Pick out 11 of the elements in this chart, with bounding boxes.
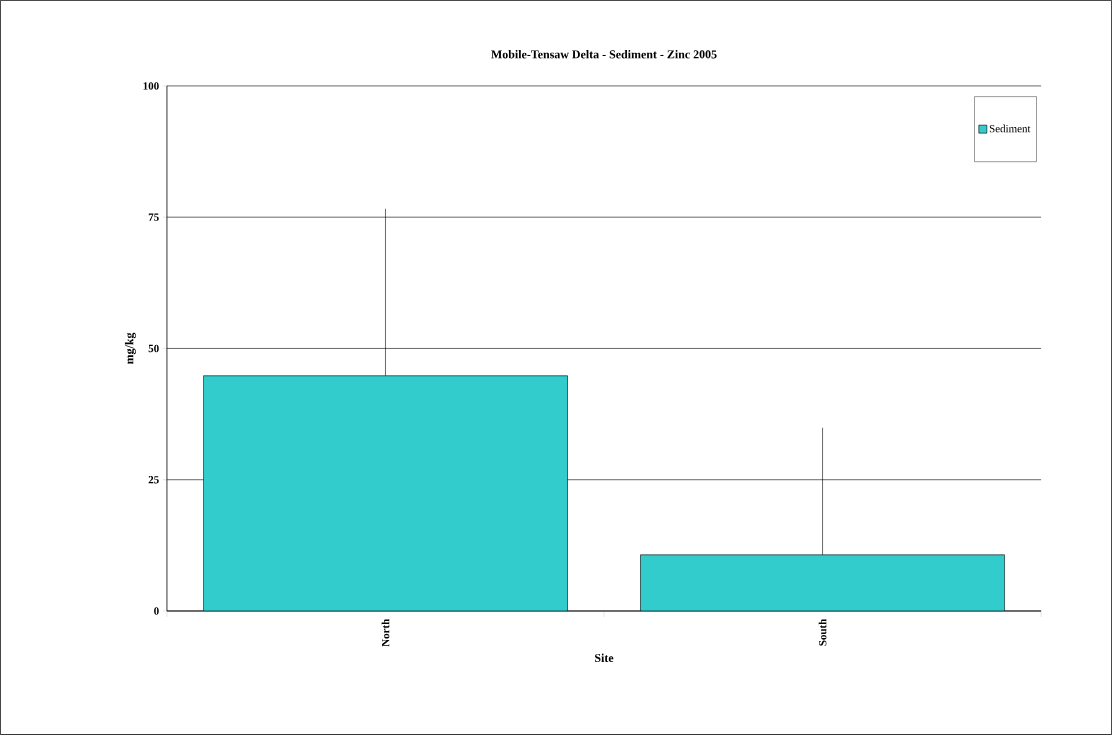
y-tick-label: 100: [143, 82, 159, 90]
y-tick-label: 25: [148, 476, 159, 484]
x-axis-title: Site: [595, 653, 614, 663]
y-axis-title: mg/kg: [124, 332, 136, 365]
x-tick-label: North: [381, 618, 390, 647]
chart-title: Mobile-Tensaw Delta - Sediment - Zinc 2005: [491, 50, 717, 59]
y-tick-label: 50: [148, 344, 159, 353]
y-tick-label: 0: [154, 607, 159, 615]
legend-label: Sediment: [989, 124, 1031, 133]
y-tick-label: 75: [148, 213, 159, 221]
x-tick-label: South: [818, 618, 827, 646]
